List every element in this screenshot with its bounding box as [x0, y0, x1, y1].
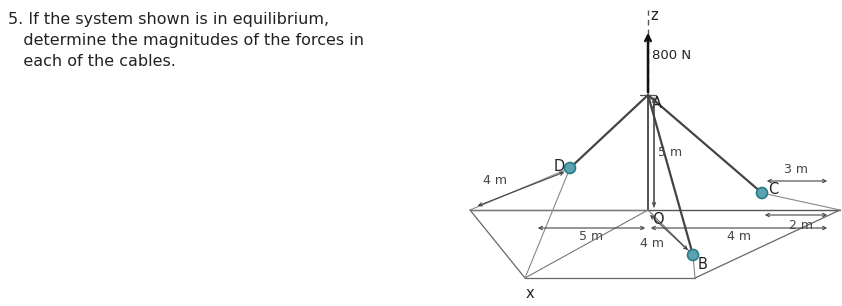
- Text: D: D: [554, 159, 565, 174]
- Text: 5. If the system shown is in equilibrium,
   determine the magnitudes of the for: 5. If the system shown is in equilibrium…: [8, 12, 364, 69]
- Circle shape: [564, 162, 575, 174]
- Circle shape: [688, 249, 699, 260]
- Circle shape: [756, 188, 768, 199]
- Text: x: x: [525, 286, 535, 301]
- Text: 5 m: 5 m: [579, 230, 603, 243]
- Text: A: A: [652, 96, 662, 111]
- Text: B: B: [698, 257, 708, 272]
- Text: 2 m: 2 m: [789, 219, 813, 232]
- Text: 4 m: 4 m: [640, 237, 664, 250]
- Text: 4 m: 4 m: [727, 230, 751, 243]
- Text: z: z: [650, 8, 658, 23]
- Text: 4 m: 4 m: [483, 174, 507, 186]
- Text: 800 N: 800 N: [652, 48, 691, 62]
- Text: C: C: [768, 181, 778, 196]
- Text: O: O: [652, 212, 663, 227]
- Text: 5 m: 5 m: [658, 145, 682, 159]
- Text: 3 m: 3 m: [784, 163, 808, 176]
